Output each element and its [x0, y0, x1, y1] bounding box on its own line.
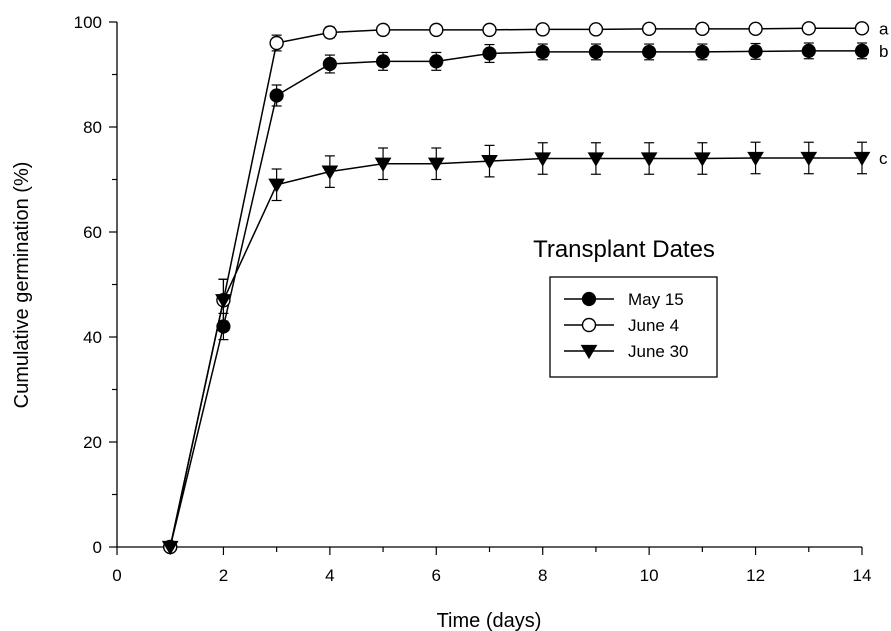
legend-title: Transplant Dates — [533, 236, 715, 263]
legend-label: June 4 — [628, 316, 679, 335]
legend-item-1: June 4 — [564, 316, 679, 335]
data-point — [695, 44, 710, 60]
data-point — [588, 22, 604, 37]
significance-letter: c — [879, 149, 888, 168]
data-point — [587, 152, 605, 167]
data-point — [642, 44, 657, 60]
data-point — [854, 43, 870, 58]
data-point — [215, 294, 232, 309]
data-point — [801, 21, 816, 36]
series-line — [169, 50, 862, 548]
series-2: c — [161, 141, 888, 556]
data-point — [747, 151, 764, 167]
series-line — [169, 27, 862, 548]
data-point — [429, 54, 444, 69]
y-tick-label: 0 — [93, 538, 102, 557]
x-tick-label: 2 — [219, 566, 228, 585]
series-0: b — [163, 42, 888, 555]
legend-label: May 15 — [628, 290, 684, 309]
series-line — [169, 157, 862, 548]
y-tick-label: 20 — [83, 433, 102, 452]
y-tick-label: 100 — [74, 13, 102, 32]
x-tick-label: 0 — [112, 566, 121, 585]
ticks: 0 2 4 6 8 10 12 14 0 20 40 60 80 100 — [74, 13, 872, 585]
data-point — [748, 21, 763, 37]
data-point — [481, 155, 498, 170]
data-point — [375, 22, 391, 38]
y-tick-label: 40 — [83, 328, 102, 347]
data-point — [269, 35, 284, 51]
legend-label: June 30 — [628, 342, 689, 361]
data-point — [535, 44, 550, 60]
data-point — [853, 151, 871, 167]
data-point — [854, 21, 870, 36]
data-point — [321, 165, 339, 180]
x-tick-label: 8 — [538, 566, 547, 585]
data-point — [748, 44, 763, 59]
data-point — [322, 56, 337, 72]
data-point — [429, 22, 444, 38]
legend-box — [549, 276, 718, 378]
data-point — [482, 46, 497, 61]
data-point — [427, 157, 445, 172]
data-point — [588, 44, 604, 60]
data-point — [375, 54, 391, 69]
legend-item-2: June 30 — [564, 342, 689, 361]
legend-marker — [580, 344, 598, 360]
data-point — [535, 22, 550, 37]
x-tick-label: 12 — [746, 566, 765, 585]
y-tick-label: 60 — [83, 223, 102, 242]
data-point — [641, 21, 657, 37]
data-point — [695, 21, 710, 37]
x-tick-label: 4 — [325, 566, 334, 585]
x-axis-label: Time (days) — [437, 610, 542, 631]
y-axis-label: Cumulative germination (%) — [11, 162, 33, 409]
data-point — [161, 540, 179, 556]
x-tick-label: 10 — [640, 566, 659, 585]
data-point — [694, 152, 711, 167]
y-tick-label: 80 — [83, 118, 102, 137]
data-point — [374, 157, 392, 172]
data-point — [801, 43, 816, 58]
x-tick-label: 14 — [853, 566, 872, 585]
data-point — [269, 88, 284, 103]
data-point — [800, 151, 818, 167]
series-layer: ba c — [161, 19, 889, 556]
legend-marker — [581, 317, 597, 333]
axes — [116, 22, 862, 548]
significance-letter: b — [879, 42, 888, 61]
legend-item-0: May 15 — [564, 290, 684, 309]
data-point — [268, 178, 285, 193]
data-point — [322, 25, 338, 40]
data-point — [640, 152, 658, 167]
data-point — [482, 22, 497, 38]
data-point — [534, 152, 552, 167]
x-tick-label: 6 — [432, 566, 441, 585]
legend-marker — [581, 291, 597, 307]
legend-items: May 15 June 4 June 30 — [564, 290, 689, 361]
legend: Transplant Dates May 15 June 4 June 30 — [533, 236, 718, 378]
significance-letter: a — [879, 19, 889, 38]
